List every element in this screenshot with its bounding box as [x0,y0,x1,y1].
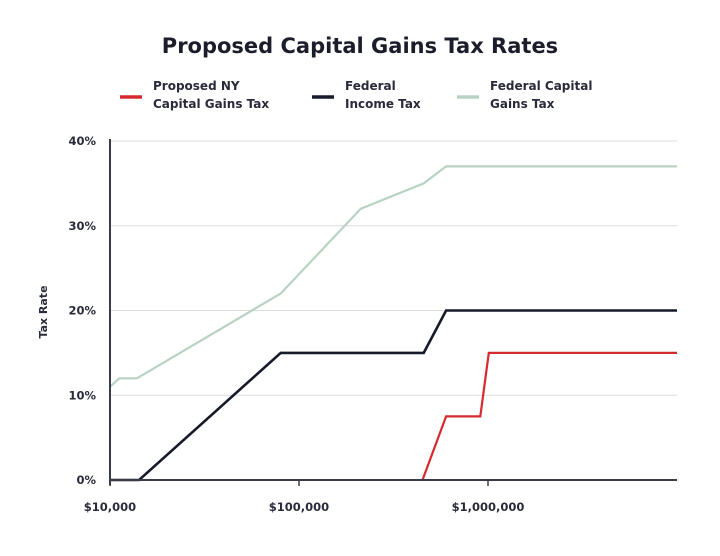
legend-label: Federal [345,79,396,93]
legend-label: Federal Capital [490,79,592,93]
legend-label: Proposed NY [153,79,240,93]
series-line-federal-capital-gains [109,165,677,388]
y-tick-label: 10% [68,388,96,402]
series-lines [109,165,677,482]
axes: 0% 10% 20% 30% 40% $10,000 $100,000 $1,000,000 [68,134,677,514]
y-axis-label: Tax Rate [37,285,50,338]
x-tick-label: $10,000 [84,500,136,514]
y-tick-label: 30% [68,219,96,233]
legend-label: Capital Gains Tax [153,97,269,111]
x-tick-label: $1,000,000 [452,500,525,514]
chart-title: Proposed Capital Gains Tax Rates [162,34,558,58]
legend-label: Income Tax [345,97,421,111]
y-tick-label: 0% [76,473,96,487]
legend-label: Gains Tax [490,97,555,111]
legend: Proposed NY Capital Gains Tax Federal Incom… [120,79,592,111]
grid [110,140,677,396]
y-tick-label: 40% [68,134,96,148]
x-tick-label: $100,000 [269,500,329,514]
y-tick-label: 20% [68,304,96,318]
series-line-ny-capital-gains [421,351,677,481]
